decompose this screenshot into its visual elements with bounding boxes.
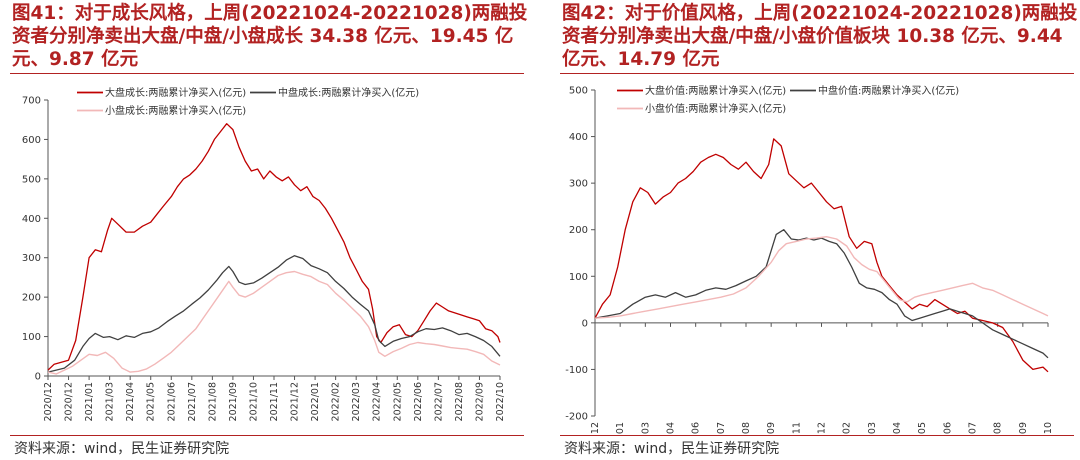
x-tick-label: 2022/06 [413, 382, 424, 421]
y-tick-label: 500 [22, 174, 41, 185]
y-tick-label: 400 [22, 214, 41, 225]
x-tick-label: 2022/07 [433, 382, 444, 421]
x-tick-label: 2022/10 [1043, 422, 1054, 434]
x-tick-label: 2022/02 [331, 382, 342, 421]
x-tick-label: 2020/12 [590, 422, 601, 434]
legend-label: 大盘价值:两融累计净买入(亿元) [645, 84, 786, 97]
x-tick-label: 2022/01 [310, 382, 321, 421]
x-tick-label: 2021/11 [791, 422, 802, 434]
x-tick-label: 2021/08 [741, 422, 752, 434]
series-line-small-cap [47, 270, 501, 375]
x-tick-label: 2021/09 [766, 422, 777, 434]
y-tick-label: 600 [22, 135, 41, 146]
x-tick-label: 2022/04 [372, 382, 383, 421]
x-tick-label: 2021/04 [666, 422, 677, 434]
x-tick-label: 2020/12 [43, 382, 54, 421]
chart-panel-value: 图42：对于价值风格，上周(20221024-20221028)两融投资者分别净… [560, 0, 1080, 460]
x-tick-label: 2022/07 [968, 422, 979, 434]
y-tick-label: -100 [565, 365, 588, 376]
series-line-mid-cap [594, 229, 1049, 359]
title-rule [10, 73, 524, 74]
y-tick-label: 400 [569, 132, 588, 143]
x-tick-label: 2022/08 [993, 422, 1004, 434]
series-line-large-cap [47, 123, 501, 371]
line-chart-value: -200 -100 0 100 200 300 400 500 2020/12 2021/01 20… [565, 84, 1054, 434]
x-tick-label: 2021/11 [269, 382, 280, 421]
legend-label: 小盘成长:两融累计净买入(亿元) [105, 104, 246, 117]
series-line-mid-cap [47, 255, 501, 373]
chart-title: 图41：对于成长风格，上周(20221024-20221028)两融投资者分别净… [12, 3, 528, 70]
x-tick-label: 2021/12 [817, 422, 828, 434]
x-tick-label: 2022/03 [867, 422, 878, 434]
x-tick-label: 2021/12 [290, 382, 301, 421]
x-tick-label: 2022/09 [474, 382, 485, 421]
x-tick-label: 2022/06 [942, 422, 953, 434]
chart-panel-growth: 图41：对于成长风格，上周(20221024-20221028)两融投资者分别净… [10, 0, 538, 460]
x-tick-label: 2021/10 [248, 382, 259, 421]
x-tick-label: 2021/06 [691, 422, 702, 434]
x-tick-label: 2022/08 [454, 382, 465, 421]
x-tick-label: 2021/05 [146, 382, 157, 421]
y-tick-label: 200 [569, 225, 588, 236]
y-tick-label: 0 [35, 372, 41, 383]
x-tick-label: 2022/05 [392, 382, 403, 421]
source-rule [10, 435, 524, 436]
x-tick-label: 2022/05 [917, 422, 928, 434]
x-tick-label: 2020/12 [64, 382, 75, 421]
legend-label: 小盘价值:两融累计净买入(亿元) [645, 102, 786, 115]
x-tick-label: 2022/09 [1018, 422, 1029, 434]
x-tick-label: 2021/07 [716, 422, 727, 434]
y-tick-label: 300 [22, 253, 41, 264]
y-tick-label: -200 [565, 412, 588, 423]
y-tick-label: 700 [22, 96, 41, 107]
line-chart-growth: 0 100 200 300 400 500 600 700 2020/12 2020/12 2021… [22, 86, 506, 421]
series-line-large-cap [594, 138, 1049, 373]
x-tick-label: 2022/03 [351, 382, 362, 421]
y-tick-label: 300 [569, 179, 588, 190]
source-note: 资料来源：wind，民生证券研究院 [564, 441, 780, 457]
title-rule [560, 73, 1074, 74]
x-tick-label: 2021/08 [207, 382, 218, 421]
y-tick-label: 200 [22, 293, 41, 304]
x-tick-label: 2022/02 [842, 422, 853, 434]
legend-label: 大盘成长:两融累计净买入(亿元) [105, 86, 246, 99]
x-tick-label: 2021/07 [187, 382, 198, 421]
legend-label: 中盘成长:两融累计净买入(亿元) [278, 86, 419, 99]
source-rule [560, 435, 1074, 436]
x-tick-label: 2021/03 [640, 422, 651, 434]
source-note: 资料来源：wind，民生证券研究院 [14, 441, 230, 457]
x-tick-label: 2021/04 [125, 382, 136, 421]
y-tick-label: 0 [582, 318, 588, 329]
y-tick-label: 100 [569, 272, 588, 283]
x-tick-label: 2022/10 [495, 382, 506, 421]
y-tick-label: 100 [22, 332, 41, 343]
x-tick-label: 2022/04 [892, 422, 903, 434]
x-tick-label: 2021/06 [166, 382, 177, 421]
legend-label: 中盘价值:两融累计净买入(亿元) [818, 84, 959, 97]
x-tick-label: 2021/03 [105, 382, 116, 421]
chart-title: 图42：对于价值风格，上周(20221024-20221028)两融投资者分别净… [562, 3, 1078, 70]
series-line-small-cap [594, 236, 1049, 319]
x-tick-label: 2021/01 [615, 422, 626, 434]
x-tick-label: 2021/01 [84, 382, 95, 421]
x-tick-label: 2021/09 [228, 382, 239, 421]
y-tick-label: 500 [569, 86, 588, 97]
